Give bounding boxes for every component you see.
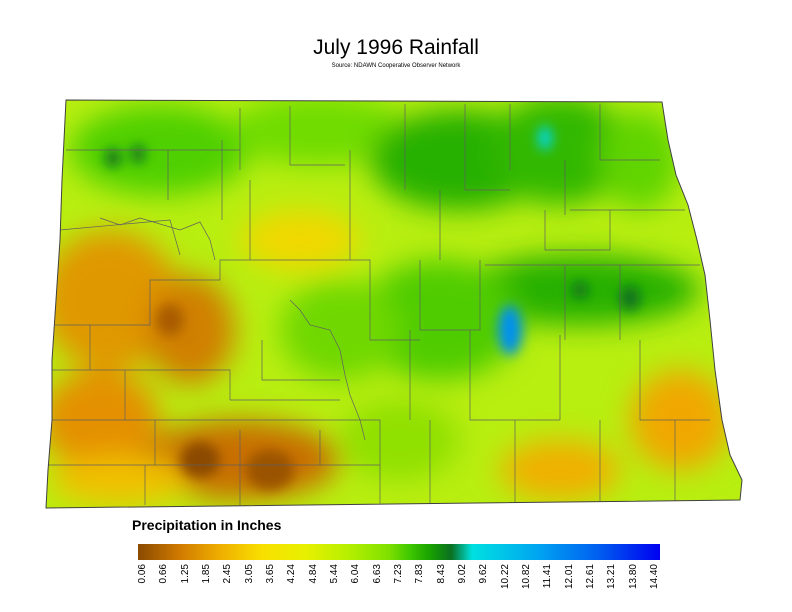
legend-tick-text: 9.62 [478,564,490,584]
legend-tick-text: 8.43 [435,564,447,584]
legend-tick-text: 4.84 [307,564,319,584]
legend-tick-label: 5.44 [329,564,340,604]
legend-tick-label: 12.61 [585,564,596,604]
legend-tick-text: 3.05 [243,564,255,584]
legend-tick-label: 9.02 [457,564,468,604]
legend-tick-label: 1.85 [201,564,212,604]
legend-tick-text: 14.40 [649,564,660,590]
legend-tick-label: 9.62 [478,564,490,604]
legend-tick-text: 10.82 [521,564,532,590]
map-source: Source: NDAWN Cooperative Observer Netwo… [331,63,461,69]
map-title: July 1996 Rainfall [313,36,479,59]
legend-tick-text: 7.23 [393,564,404,584]
legend-tick-label: 13.80 [627,564,639,604]
legend-tick-label: 3.65 [265,564,276,604]
legend-tick-text: 11.41 [542,564,554,589]
legend-tick-labels: 0.06 0.66 1.25 1.85 2.45 3.05 3.65 4.24 4.84 5.44… [137,564,660,604]
legend-tick-text: 1.25 [179,564,191,584]
legend-tick-label: 1.25 [179,564,191,604]
legend-tick-label: 10.22 [499,564,511,604]
legend-tick-text: 10.22 [499,564,511,590]
legend-tick-text: 7.83 [414,564,426,584]
legend-tick-label: 3.05 [243,564,255,604]
rainfall-surface [46,100,742,508]
legend-tick-text: 0.06 [137,564,148,584]
legend-tick-text: 13.80 [627,564,639,590]
legend-tick-label: 10.82 [521,564,532,604]
legend-tick-label: 13.21 [606,564,618,604]
legend-tick-text: 6.04 [350,564,362,584]
legend-tick-label: 11.41 [542,564,554,604]
legend-title: Precipitation in Inches [132,517,282,533]
county-boundaries [48,104,710,505]
legend-tick-text: 5.44 [329,564,340,584]
legend-tick-text: 12.61 [585,564,596,590]
legend-tick-label: 4.84 [307,564,319,604]
legend-tick-label: 0.06 [137,564,148,604]
legend-tick-label: 0.66 [158,564,170,604]
legend-tick-label: 12.01 [563,564,575,604]
legend-tick-text: 3.65 [265,564,276,584]
legend-tick-label: 6.04 [350,564,362,604]
legend-tick-text: 1.85 [201,564,212,584]
legend-tick-text: 4.24 [286,564,298,584]
legend-tick-label: 4.24 [286,564,298,604]
legend-tick-text: 2.45 [222,564,234,584]
legend-tick-label: 6.63 [371,564,383,604]
legend-tick-text: 12.01 [563,564,575,590]
legend-tick-label: 7.23 [393,564,404,604]
legend-tick-text: 9.02 [457,564,468,584]
legend-color-bar [138,544,660,560]
legend-tick-label: 2.45 [222,564,234,604]
legend-tick-label: 7.83 [414,564,426,604]
legend-tick-label: 14.40 [649,564,660,604]
state-outline [45,99,743,509]
legend-tick-text: 0.66 [158,564,170,584]
legend-tick-label: 8.43 [435,564,447,604]
legend-tick-text: 6.63 [371,564,383,584]
legend-tick-text: 13.21 [606,564,618,590]
